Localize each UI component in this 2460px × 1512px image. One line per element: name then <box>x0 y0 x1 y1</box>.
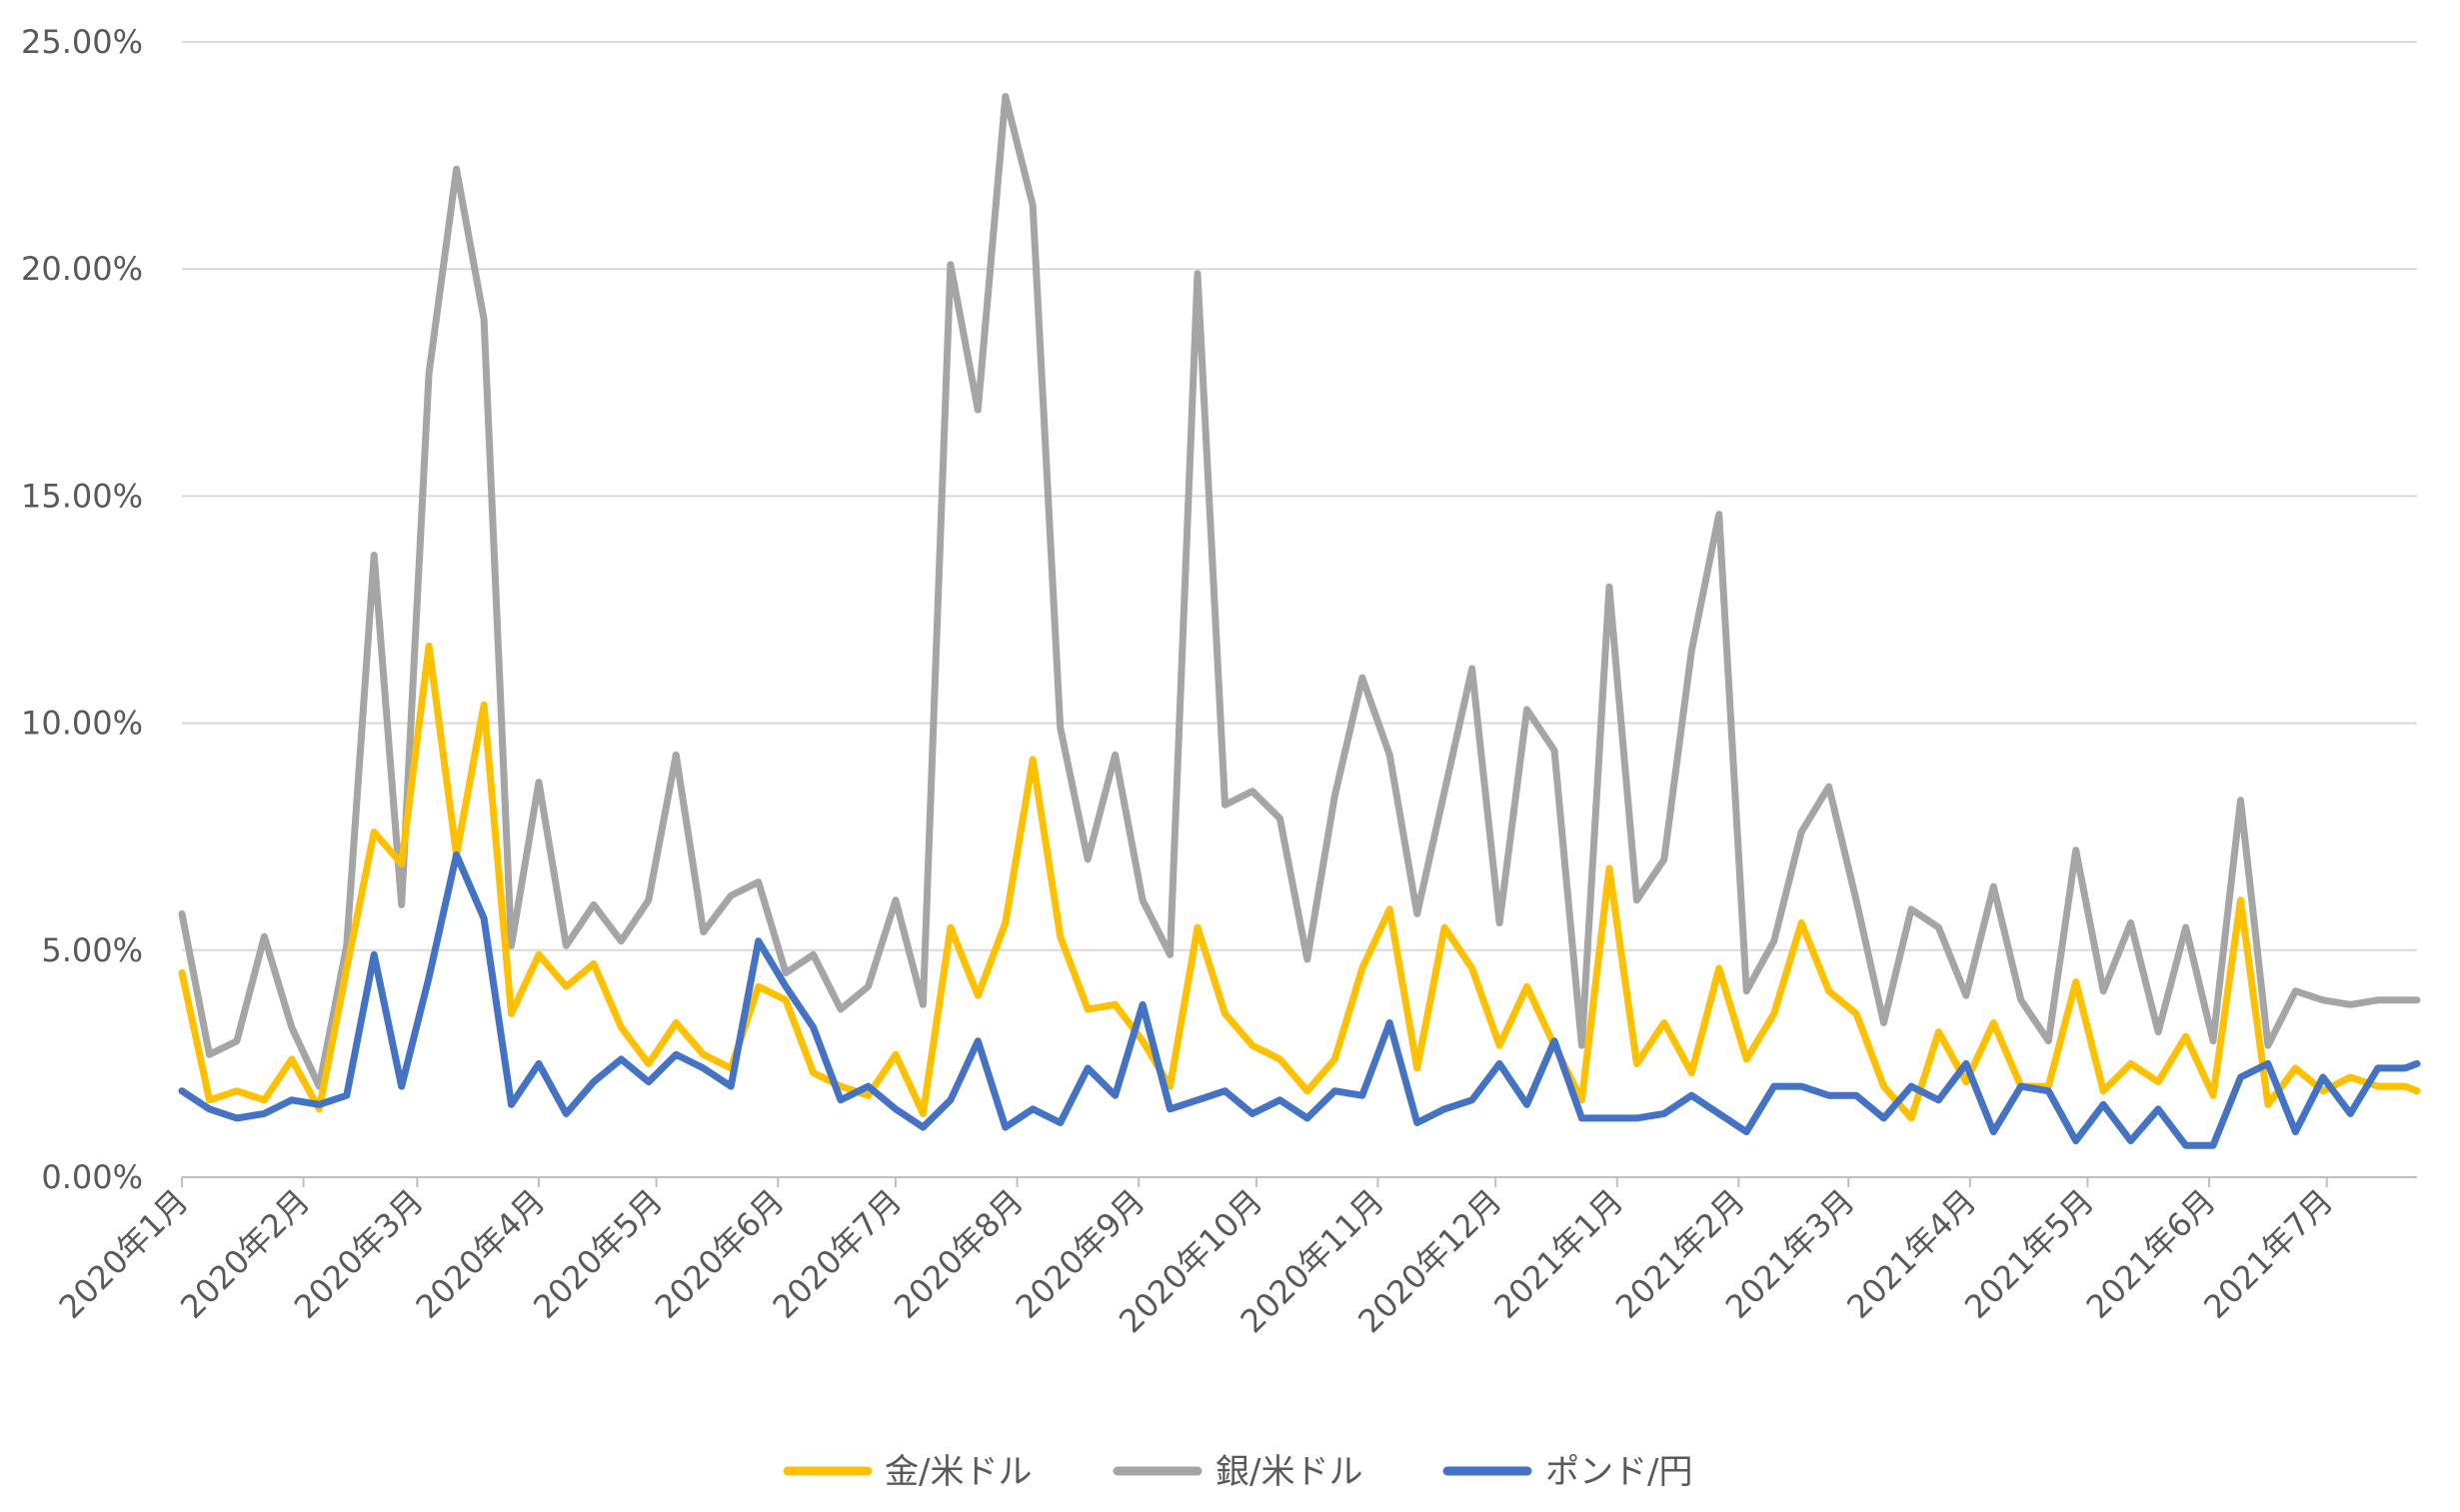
x-tick-label: 2021年5月 <box>1957 1182 2101 1326</box>
series-line-0 <box>178 642 2421 1122</box>
series-lines <box>178 93 2421 1149</box>
legend-label: ポンド/円 <box>1545 1452 1692 1492</box>
gridlines <box>182 41 2417 951</box>
y-tick-label: 10.00% <box>21 705 143 743</box>
y-tick-label: 20.00% <box>21 250 143 288</box>
legend-label: 銀/米ドル <box>1216 1452 1362 1492</box>
x-tick-label: 2020年8月 <box>887 1182 1031 1326</box>
x-axis: 2020年1月2020年2月2020年3月2020年4月2020年5月2020年… <box>52 1176 2417 1340</box>
y-tick-label: 5.00% <box>41 931 143 969</box>
y-tick-label: 0.00% <box>41 1158 143 1196</box>
x-tick-label: 2021年7月 <box>2196 1182 2340 1326</box>
y-tick-label: 25.00% <box>21 23 143 61</box>
series-line-2 <box>178 850 2421 1149</box>
x-tick-label: 2020年1月 <box>52 1182 196 1326</box>
x-tick-label: 2020年5月 <box>526 1182 670 1326</box>
y-tick-label: 15.00% <box>21 477 143 515</box>
y-axis-tick-labels: 0.00% 5.00% 10.00% 15.00% 20.00% 25.00% <box>21 23 143 1196</box>
legend-label: 金/米ドル <box>885 1452 1032 1492</box>
legend: 金/米ドル 銀/米ドル ポンド/円 <box>783 1452 1692 1492</box>
x-tick-label: 2020年7月 <box>765 1182 909 1326</box>
series-line-1 <box>178 93 2421 1090</box>
x-tick-label: 2021年1月 <box>1486 1182 1630 1326</box>
